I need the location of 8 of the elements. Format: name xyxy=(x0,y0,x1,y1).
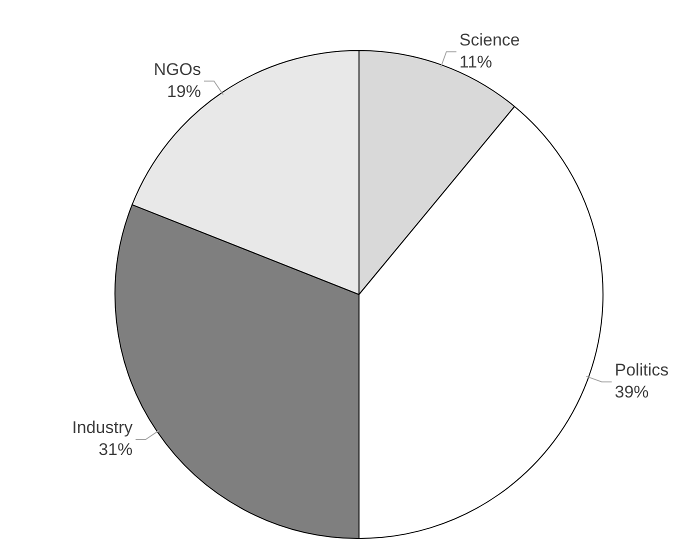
slice-label: Industry xyxy=(72,418,134,438)
data-label: 11% xyxy=(459,52,492,72)
data-label: 39% xyxy=(614,382,649,402)
data-label: 19% xyxy=(166,82,201,101)
slice-label: Politics xyxy=(614,360,669,380)
slice-label: NGOs xyxy=(154,60,201,79)
data-label: 31% xyxy=(98,440,133,460)
slice-label: Science xyxy=(459,30,520,50)
